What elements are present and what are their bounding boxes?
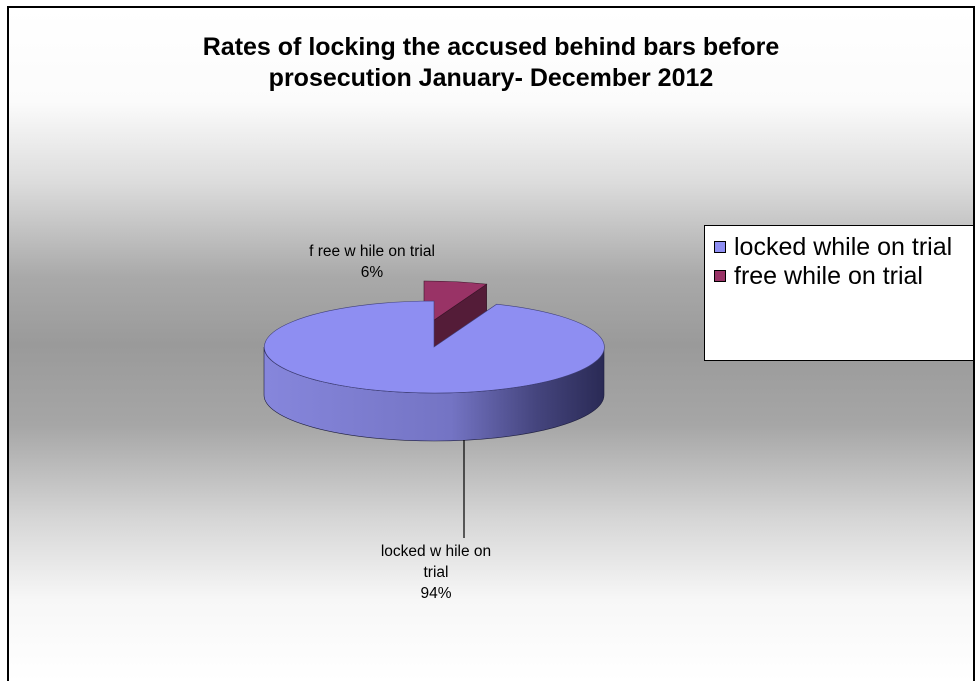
chart-title: Rates of locking the accused behind bars… [9,32,973,94]
slice-free [423,280,488,328]
data-label-locked: locked w hile on trial 94% [341,541,531,604]
data-label-free: f ree w hile on trial 6% [277,241,467,283]
data-label-free-line-1: f ree w hile on trial [309,243,435,260]
slice-locked [264,300,605,394]
pie-plot [263,280,605,538]
data-label-locked-line-3: 94% [420,585,452,602]
chart-legend: locked while on trial free while on tria… [704,225,973,361]
legend-item-free: free while on trial [713,262,973,291]
data-label-locked-line-2: trial [423,564,449,581]
legend-swatch-free [714,270,726,282]
data-label-free-line-2: 6% [360,264,384,281]
legend-label-locked: locked while on trial [734,233,953,261]
chart-area: Rates of locking the accused behind bars… [7,6,975,681]
chart-title-line-2: prosecution January- December 2012 [268,64,714,92]
chart-title-line-1: Rates of locking the accused behind bars… [202,33,780,61]
legend-label-free: free while on trial [734,262,923,290]
legend-item-locked: locked while on trial [713,233,973,262]
legend-swatch-locked [714,241,726,253]
data-label-locked-line-1: locked w hile on [380,543,492,560]
